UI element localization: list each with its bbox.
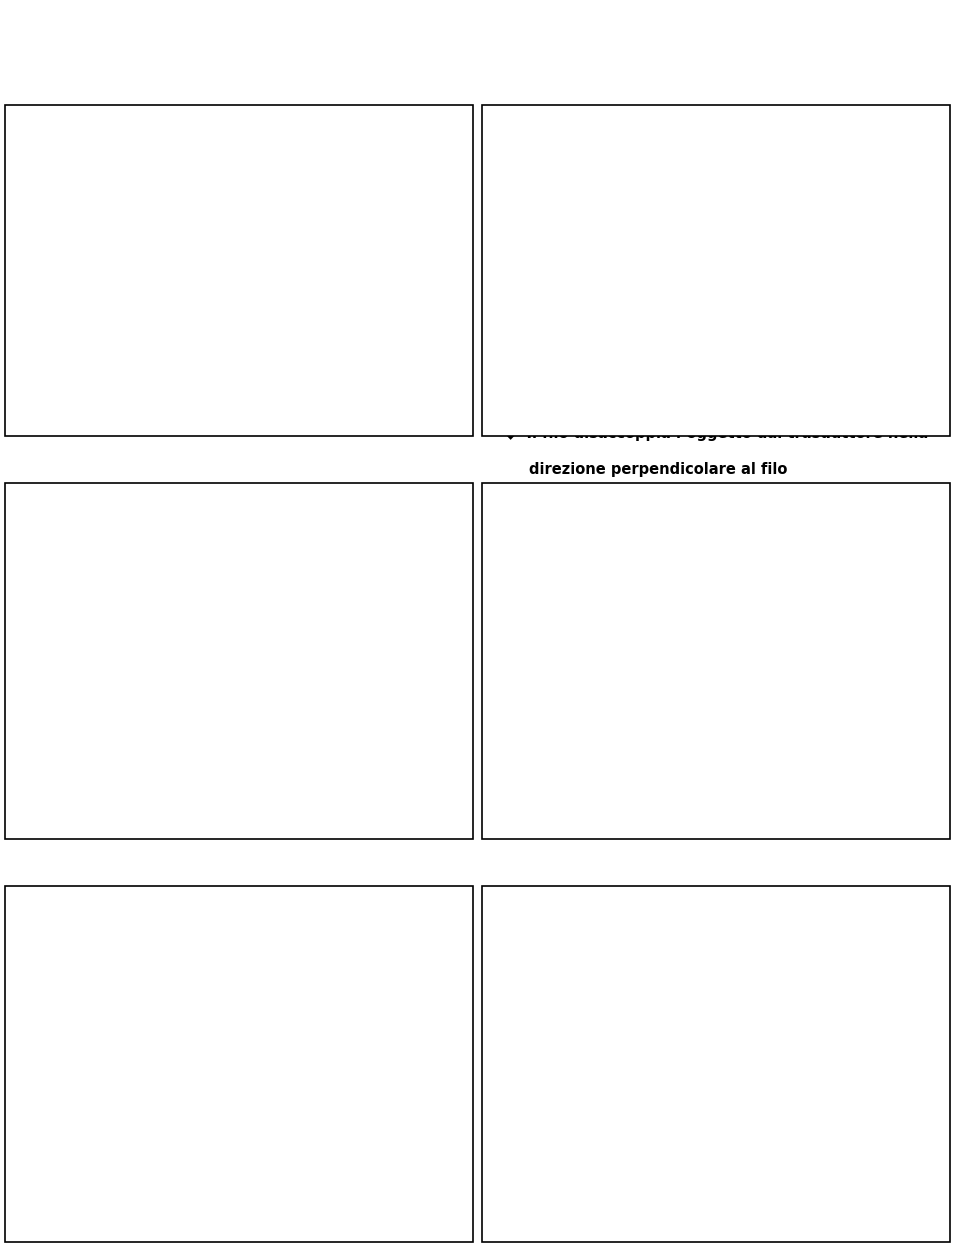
Text: 0,5 ÷ 1 kΩ: 0,5 ÷ 1 kΩ <box>262 303 348 318</box>
Circle shape <box>249 741 264 754</box>
Circle shape <box>850 941 897 990</box>
Text: ◆  Accuratezza:: ◆ Accuratezza: <box>33 371 160 386</box>
Text: ◆  Velocità max.:: ◆ Velocità max.: <box>505 207 644 222</box>
Text: LIMITI: LIMITI <box>505 131 561 146</box>
Text: •  estrazione:: • estrazione: <box>542 293 656 308</box>
Text: •  avvolgimento:: • avvolgimento: <box>542 337 681 352</box>
FancyBboxPatch shape <box>542 1003 720 1083</box>
Text: 29: 29 <box>440 1217 459 1231</box>
Text: 0,1 ÷ 20 mV/V/mm: 0,1 ÷ 20 mV/V/mm <box>262 236 416 251</box>
Text: ◆  Resistenza:: ◆ Resistenza: <box>33 303 150 318</box>
Polygon shape <box>761 943 774 1171</box>
Circle shape <box>900 1050 908 1060</box>
Text: ◆  Sensibilità:: ◆ Sensibilità: <box>33 236 148 251</box>
Text: SPOSTAMENTO INDUTTIVI: SPOSTAMENTO INDUTTIVI <box>58 1087 420 1112</box>
Text: ◆  Tensione cavo:: ◆ Tensione cavo: <box>505 165 649 180</box>
Text: 25: 25 <box>440 412 459 426</box>
Text: ~: ~ <box>867 958 879 973</box>
Text: 26: 26 <box>917 412 936 426</box>
Y-axis label: spostamento [mm]: spostamento [mm] <box>500 612 510 723</box>
Text: ◆  Accelerazione max:: ◆ Accelerazione max: <box>505 251 687 266</box>
Text: < 35 g: < 35 g <box>763 293 816 308</box>
X-axis label: tempo [s]: tempo [s] <box>700 809 763 822</box>
FancyBboxPatch shape <box>523 956 761 1171</box>
Text: VALORI TIPICI:: VALORI TIPICI: <box>33 147 162 162</box>
Ellipse shape <box>707 1010 720 1077</box>
Circle shape <box>756 1134 765 1143</box>
Text: < 10 m/s: < 10 m/s <box>763 207 835 222</box>
Text: < 25 g: < 25 g <box>763 337 816 352</box>
Text: ◆  Il filo disaccoppia l’oggetto dal trasduttore nella: ◆ Il filo disaccoppia l’oggetto dal tras… <box>505 426 928 441</box>
Circle shape <box>743 1134 753 1144</box>
Text: 27: 27 <box>440 814 459 827</box>
Text: 2 ÷ 10 N: 2 ÷ 10 N <box>763 165 833 180</box>
FancyBboxPatch shape <box>536 943 774 1157</box>
Text: 30: 30 <box>917 1217 936 1231</box>
Circle shape <box>207 749 223 763</box>
Circle shape <box>756 1112 765 1122</box>
Text: 50 ÷ 2500 mm: 50 ÷ 2500 mm <box>262 167 382 182</box>
Text: Spostamento della Fune di Contatto: Spostamento della Fune di Contatto <box>562 504 871 519</box>
Circle shape <box>743 1112 753 1122</box>
Text: VANTAGGI: VANTAGGI <box>505 393 597 408</box>
Text: direzione perpendicolare al filo: direzione perpendicolare al filo <box>529 462 787 477</box>
Text: ± 0,1% ÷ 0,25% f.s.: ± 0,1% ÷ 0,25% f.s. <box>262 371 424 386</box>
Text: ◆  Portata:: ◆ Portata: <box>33 167 122 182</box>
Text: 28: 28 <box>917 814 936 827</box>
Ellipse shape <box>542 1010 556 1077</box>
Polygon shape <box>523 943 774 956</box>
Text: TRASDUTTORI DI: TRASDUTTORI DI <box>120 1037 358 1062</box>
Circle shape <box>804 1050 813 1060</box>
